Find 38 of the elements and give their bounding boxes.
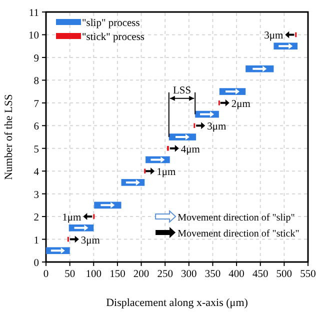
x-tick-label: 50 bbox=[64, 269, 76, 280]
y-tick-label: 10 bbox=[28, 30, 39, 42]
x-tick-label: 200 bbox=[133, 269, 150, 280]
y-axis-title: Number of the LSS bbox=[3, 94, 15, 180]
annotation: Movement direction of "stick" bbox=[178, 228, 300, 240]
y-tick-label: 6 bbox=[34, 122, 39, 133]
x-tick-label: 100 bbox=[86, 269, 102, 280]
x-tick-label: 0 bbox=[43, 269, 49, 280]
annotation: LSS bbox=[172, 85, 192, 96]
y-tick-label: 4 bbox=[34, 167, 40, 178]
legend-label: "slip" process bbox=[82, 18, 140, 29]
y-tick-label: 3 bbox=[34, 190, 39, 201]
y-tick-label: 7 bbox=[34, 98, 39, 110]
x-tick-label: 250 bbox=[157, 269, 173, 280]
x-tick-label: 400 bbox=[228, 269, 244, 280]
data-label: 1μm bbox=[156, 167, 176, 178]
x-tick-label: 350 bbox=[204, 269, 221, 280]
y-tick-label: 0 bbox=[34, 258, 39, 269]
x-axis-title: Displacement along x-axis (μm) bbox=[106, 297, 248, 309]
y-tick-label: 2 bbox=[34, 212, 39, 224]
x-tick-label: 300 bbox=[181, 269, 197, 280]
y-tick-label: 5 bbox=[34, 144, 39, 156]
x-tick-label: 450 bbox=[252, 269, 268, 280]
data-label: 1μm bbox=[62, 212, 82, 224]
x-tick-label: 500 bbox=[276, 269, 292, 280]
x-tick-label: 550 bbox=[300, 269, 316, 280]
legend-label: "stick" process bbox=[82, 32, 145, 43]
x-tick-label: 150 bbox=[110, 269, 126, 280]
data-label: 4μm bbox=[180, 144, 200, 156]
data-label: 3μm bbox=[264, 30, 284, 42]
y-tick-label: 1 bbox=[34, 235, 39, 246]
y-tick-label: 8 bbox=[34, 76, 39, 88]
data-label: 2μm bbox=[231, 98, 250, 110]
data-label: 3μm bbox=[207, 122, 226, 133]
y-tick-label: 9 bbox=[34, 53, 39, 64]
annotation: Movement direction of "slip" bbox=[178, 212, 295, 224]
y-tick-label: 11 bbox=[28, 8, 39, 19]
data-label: 3μm bbox=[80, 235, 100, 246]
